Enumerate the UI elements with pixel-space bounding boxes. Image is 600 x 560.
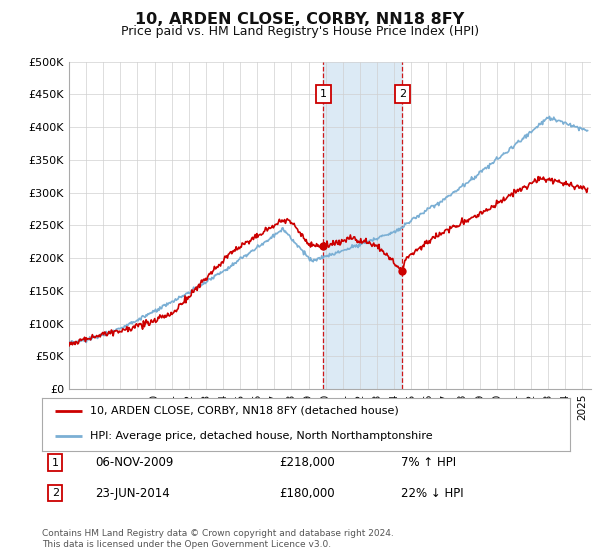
- Text: HPI: Average price, detached house, North Northamptonshire: HPI: Average price, detached house, Nort…: [89, 431, 432, 441]
- Bar: [323, 62, 403, 389]
- Text: 1: 1: [52, 458, 59, 468]
- Text: Price paid vs. HM Land Registry's House Price Index (HPI): Price paid vs. HM Land Registry's House …: [121, 25, 479, 38]
- Text: 2: 2: [52, 488, 59, 498]
- Text: £180,000: £180,000: [280, 487, 335, 500]
- Text: 23-JUN-2014: 23-JUN-2014: [95, 487, 170, 500]
- Text: 22% ↓ HPI: 22% ↓ HPI: [401, 487, 464, 500]
- Text: Contains HM Land Registry data © Crown copyright and database right 2024.
This d: Contains HM Land Registry data © Crown c…: [42, 529, 394, 549]
- Text: 7% ↑ HPI: 7% ↑ HPI: [401, 456, 456, 469]
- Text: 06-NOV-2009: 06-NOV-2009: [95, 456, 173, 469]
- Text: £218,000: £218,000: [280, 456, 335, 469]
- Text: 10, ARDEN CLOSE, CORBY, NN18 8FY: 10, ARDEN CLOSE, CORBY, NN18 8FY: [136, 12, 464, 27]
- Text: 10, ARDEN CLOSE, CORBY, NN18 8FY (detached house): 10, ARDEN CLOSE, CORBY, NN18 8FY (detach…: [89, 406, 398, 416]
- Text: 2: 2: [399, 90, 406, 99]
- Text: 1: 1: [320, 90, 326, 99]
